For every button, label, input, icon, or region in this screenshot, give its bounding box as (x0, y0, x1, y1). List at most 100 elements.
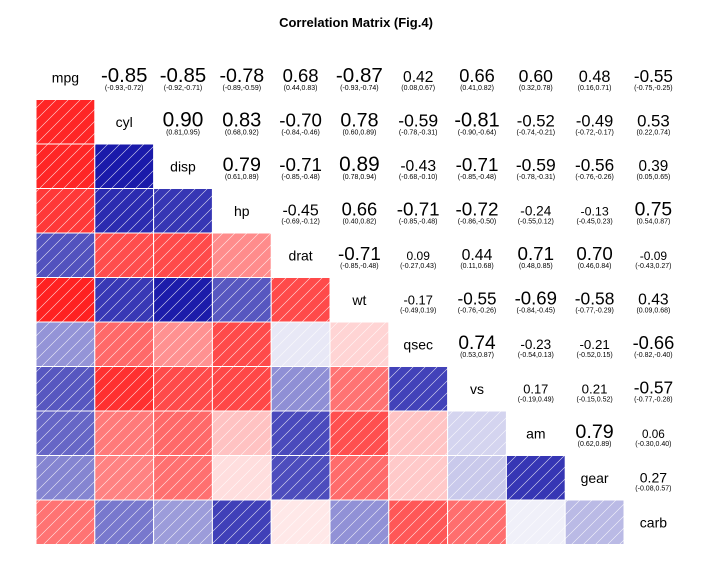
correlation-value: 0.78 (340, 110, 378, 132)
correlation-value: -0.59 (398, 111, 438, 131)
confidence-interval: (0.48,0.85) (519, 263, 553, 270)
correlation-value: -0.78 (219, 65, 264, 87)
confidence-interval: (-0.89,-0.59) (223, 85, 262, 92)
correlation-value: -0.69 (515, 288, 557, 309)
confidence-interval: (-0.76,-0.26) (458, 308, 497, 315)
heatmap-cell-hatch (271, 411, 330, 456)
correlation-value: 0.42 (403, 69, 433, 86)
heatmap-cell-hatch (506, 455, 566, 500)
correlation-value: 0.09 (407, 249, 431, 263)
heatmap-cell-hatch (153, 233, 213, 278)
correlation-value: -0.56 (575, 155, 614, 175)
heatmap-cell-hatch (36, 277, 95, 322)
correlation-value: -0.85 (160, 65, 206, 87)
confidence-interval: (-0.85,-0.48) (399, 219, 438, 226)
variable-label-gear: gear (581, 470, 609, 486)
heatmap-cell-hatch (153, 366, 213, 411)
confidence-interval: (-0.86,-0.50) (458, 219, 497, 226)
heatmap-cell-hatch (388, 366, 448, 411)
heatmap-cell-border (564, 499, 625, 545)
correlation-value: -0.57 (634, 378, 673, 398)
confidence-interval: (0.61,0.89) (225, 174, 259, 181)
correlation-value: 0.90 (163, 109, 204, 132)
confidence-interval: (-0.84,-0.46) (281, 130, 320, 137)
correlation-value: 0.83 (222, 110, 261, 132)
heatmap-cell-hatch (212, 277, 272, 322)
heatmap-cell-hatch (271, 500, 330, 545)
correlation-value: -0.55 (458, 290, 497, 309)
correlation-value: -0.71 (397, 199, 440, 220)
confidence-interval: (0.11,0.68) (460, 263, 493, 270)
heatmap-cell-hatch (94, 188, 154, 233)
correlation-value: 0.70 (576, 243, 612, 264)
confidence-interval: (0.16,0.71) (578, 85, 612, 92)
heatmap-cell-hatch (153, 277, 213, 322)
heatmap-cell-hatch (94, 277, 154, 322)
correlation-value: 0.68 (283, 65, 319, 86)
correlation-value: -0.59 (516, 155, 556, 175)
confidence-interval: (0.62,0.89) (578, 441, 612, 448)
heatmap-cell-hatch (94, 322, 154, 367)
heatmap-cell-hatch (153, 455, 213, 500)
heatmap-cell-hatch (330, 500, 389, 545)
confidence-interval: (0.32,0.78) (519, 85, 553, 92)
chart-title: Correlation Matrix (Fig.4) (279, 15, 433, 30)
correlation-value: 0.71 (518, 243, 555, 264)
heatmap-cell-hatch (212, 455, 272, 500)
confidence-interval: (-0.68,-0.10) (399, 174, 438, 181)
variable-label-vs: vs (470, 381, 484, 397)
confidence-interval: (-0.78,-0.31) (399, 130, 438, 137)
heatmap-cell-hatch (330, 322, 389, 367)
confidence-interval: (0.09,0.68) (636, 308, 670, 315)
heatmap-cell-hatch (94, 233, 154, 278)
variable-label-disp: disp (170, 158, 196, 174)
confidence-interval: (0.08,0.67) (401, 85, 435, 92)
confidence-interval: (-0.72,-0.17) (575, 130, 614, 137)
correlation-value: -0.09 (640, 249, 668, 263)
confidence-interval: (-0.92,-0.71) (164, 85, 203, 92)
heatmap-cell-hatch (36, 500, 95, 545)
correlation-value: -0.21 (579, 337, 609, 352)
confidence-interval: (-0.85,-0.48) (458, 174, 497, 181)
correlation-value: 0.39 (639, 158, 669, 175)
heatmap-cell-hatch (271, 455, 330, 500)
correlation-value: 0.74 (458, 333, 496, 354)
correlation-value: 0.66 (459, 65, 495, 86)
heatmap-cell-hatch (447, 455, 507, 500)
confidence-interval: (-0.54,0.13) (518, 352, 554, 359)
variable-label-drat: drat (289, 247, 313, 263)
heatmap-cell-hatch (212, 411, 272, 456)
correlation-value: -0.43 (400, 158, 436, 175)
confidence-interval: (-0.77,-0.28) (634, 397, 673, 404)
confidence-interval: (0.81,0.95) (166, 130, 200, 137)
confidence-interval: (0.40,0.82) (342, 219, 376, 226)
heatmap-cell-hatch (153, 322, 213, 367)
confidence-interval: (-0.90,-0.64) (458, 130, 497, 137)
correlation-value: 0.21 (582, 382, 608, 397)
correlation-value: 0.66 (342, 199, 378, 220)
correlation-value: 0.17 (523, 382, 548, 397)
confidence-interval: (-0.93,-0.72) (105, 85, 144, 92)
variable-labels: mpg cyl disp hp drat wt qsec vs am gear carb (52, 69, 667, 530)
heatmap-cell-hatch (271, 322, 330, 367)
confidence-interval: (-0.08,0.57) (635, 486, 671, 493)
heatmap-cell-hatch (94, 500, 154, 545)
heatmap-cell-hatch (271, 366, 330, 411)
heatmap-cell-hatch (212, 322, 272, 367)
confidence-interval: (0.46,0.84) (578, 263, 612, 270)
heatmap-cell-hatch (212, 500, 272, 545)
confidence-interval: (0.68,0.92) (225, 130, 259, 137)
correlation-value: -0.58 (575, 289, 615, 309)
correlation-value: -0.55 (634, 67, 673, 86)
confidence-interval: (0.53,0.87) (460, 352, 494, 359)
correlation-value: -0.70 (279, 110, 322, 131)
confidence-interval: (0.54,0.87) (636, 219, 670, 226)
heatmap-cell-hatch (506, 500, 566, 545)
heatmap-cell-hatch (271, 277, 330, 322)
variable-label-wt: wt (351, 292, 366, 308)
correlation-values: -0.85(-0.93,-0.72)-0.85(-0.92,-0.71)-0.7… (101, 64, 674, 493)
confidence-interval: (-0.77,-0.29) (575, 308, 614, 315)
heatmap-cell-hatch (94, 411, 154, 456)
correlation-value: 0.27 (640, 470, 667, 486)
